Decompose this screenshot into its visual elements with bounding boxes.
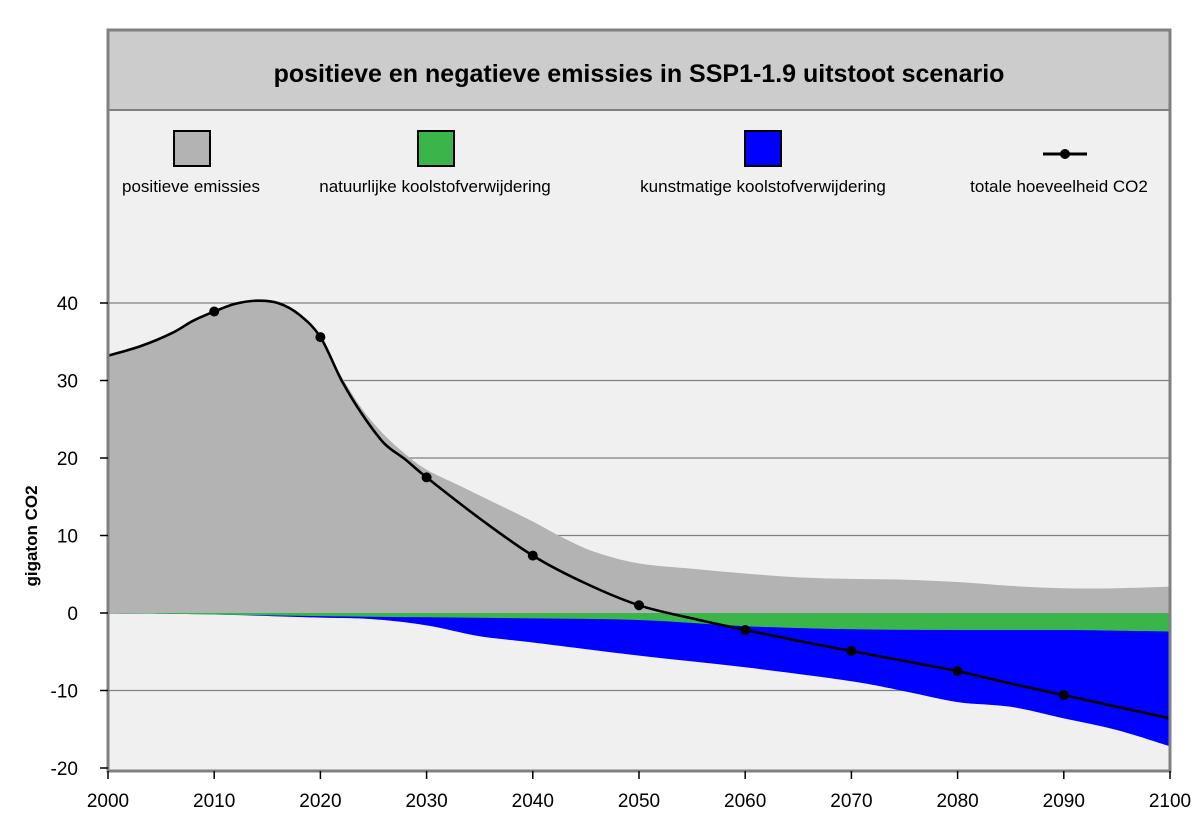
x-tick-label-2030: 2030 — [405, 791, 447, 812]
x-tick-label-2080: 2080 — [936, 791, 978, 812]
x-tick-label-2070: 2070 — [830, 791, 872, 812]
legend-label-totale-hoeveelheid: totale hoeveelheid CO2 — [970, 177, 1148, 196]
x-tick-label-2020: 2020 — [299, 791, 341, 812]
legend-marker-totale-hoeveelheid — [1060, 149, 1070, 159]
y-tick-label-0: 0 — [67, 604, 78, 625]
area-natuurlijke-koolstofverwijdering — [108, 613, 1170, 632]
legend: positieve emissies natuurlijke koolstofv… — [122, 130, 1148, 196]
legend-label-positieve-emissies: positieve emissies — [122, 177, 260, 196]
marker-totale-hoeveelheid-2080 — [952, 666, 963, 677]
y-axis: -20 -10 0 10 20 30 40 — [51, 294, 108, 780]
line-layer — [107, 299, 1171, 720]
marker-totale-hoeveelheid-2010 — [209, 306, 220, 317]
x-tick-label-2010: 2010 — [193, 791, 235, 812]
y-tick-label-40: 40 — [57, 294, 78, 315]
legend-label-kunstmatige-koolstofverwijdering: kunstmatige koolstofverwijdering — [640, 177, 886, 196]
legend-swatch-natuurlijke-koolstofverwijdering — [417, 130, 455, 167]
x-axis: 2000 2010 2020 2030 2040 2050 2060 2070 2080 2090… — [87, 771, 1191, 812]
area-positieve-emissies — [108, 300, 1170, 613]
marker-totale-hoeveelheid-2060 — [740, 625, 751, 636]
y-tick-label--20: -20 — [51, 759, 78, 780]
area-kunstmatige-koolstofverwijdering — [108, 613, 1170, 747]
marker-totale-hoeveelheid-2030 — [421, 472, 432, 483]
legend-swatch-positieve-emissies — [173, 130, 211, 167]
marker-totale-hoeveelheid-2040 — [527, 550, 538, 561]
y-tick-label-20: 20 — [57, 449, 78, 470]
marker-totale-hoeveelheid-2090 — [1058, 690, 1069, 701]
legend-label-natuurlijke-koolstofverwijdering: natuurlijke koolstofverwijdering — [319, 177, 551, 196]
marker-totale-hoeveelheid-2070 — [846, 645, 857, 656]
marker-totale-hoeveelheid-2020 — [315, 332, 326, 343]
legend-swatch-kunstmatige-koolstofverwijdering — [744, 130, 782, 167]
y-axis-label: gigaton CO2 — [22, 485, 41, 586]
y-tick-label--10: -10 — [51, 682, 78, 703]
x-tick-label-2040: 2040 — [512, 791, 554, 812]
title-band — [108, 30, 1170, 110]
marker-totale-hoeveelheid-2050 — [634, 600, 644, 611]
x-tick-label-2090: 2090 — [1043, 791, 1085, 812]
x-tick-label-2000: 2000 — [87, 791, 129, 812]
area-layer — [108, 300, 1170, 747]
y-tick-label-10: 10 — [57, 527, 78, 548]
x-tick-label-2100: 2100 — [1149, 791, 1191, 812]
chart-title: positieve en negatieve emissies in SSP1-… — [274, 60, 1005, 88]
x-tick-label-2050: 2050 — [618, 791, 660, 812]
x-tick-label-2060: 2060 — [724, 791, 766, 812]
y-tick-label-30: 30 — [57, 372, 78, 393]
